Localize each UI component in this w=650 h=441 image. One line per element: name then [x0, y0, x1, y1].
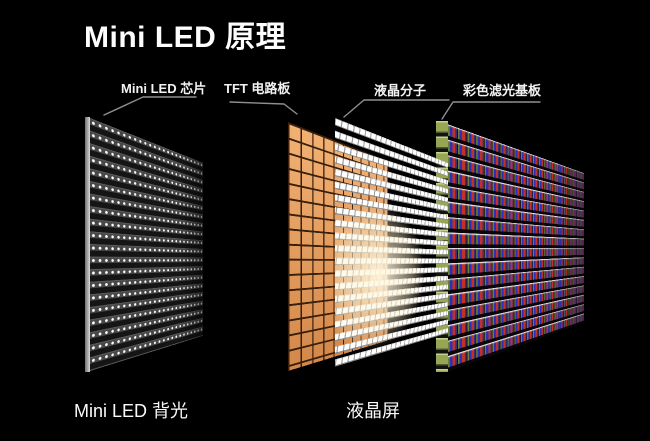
caption-lcd: 液晶屏 [346, 401, 400, 421]
callout-lc-molecule: 液晶分子 [374, 83, 427, 98]
mini-led-backlight-panel [90, 118, 203, 371]
callout-mini-led-chip: Mini LED 芯片 [121, 81, 207, 96]
leader-line-chip [103, 96, 197, 116]
leader-line-cf [441, 101, 541, 120]
page-title: Mini LED 原理 [84, 21, 287, 54]
callout-tft-board: TFT 电路板 [224, 81, 291, 96]
callout-color-filter: 彩色滤光基板 [463, 83, 542, 98]
caption-backlight: Mini LED 背光 [74, 401, 189, 421]
leader-line-tft [229, 101, 298, 115]
liquid-crystal-layer-panel [335, 118, 448, 372]
backlight-side-edge [85, 117, 90, 372]
leader-line-lc [343, 99, 450, 118]
color-filter-panel [447, 124, 584, 372]
